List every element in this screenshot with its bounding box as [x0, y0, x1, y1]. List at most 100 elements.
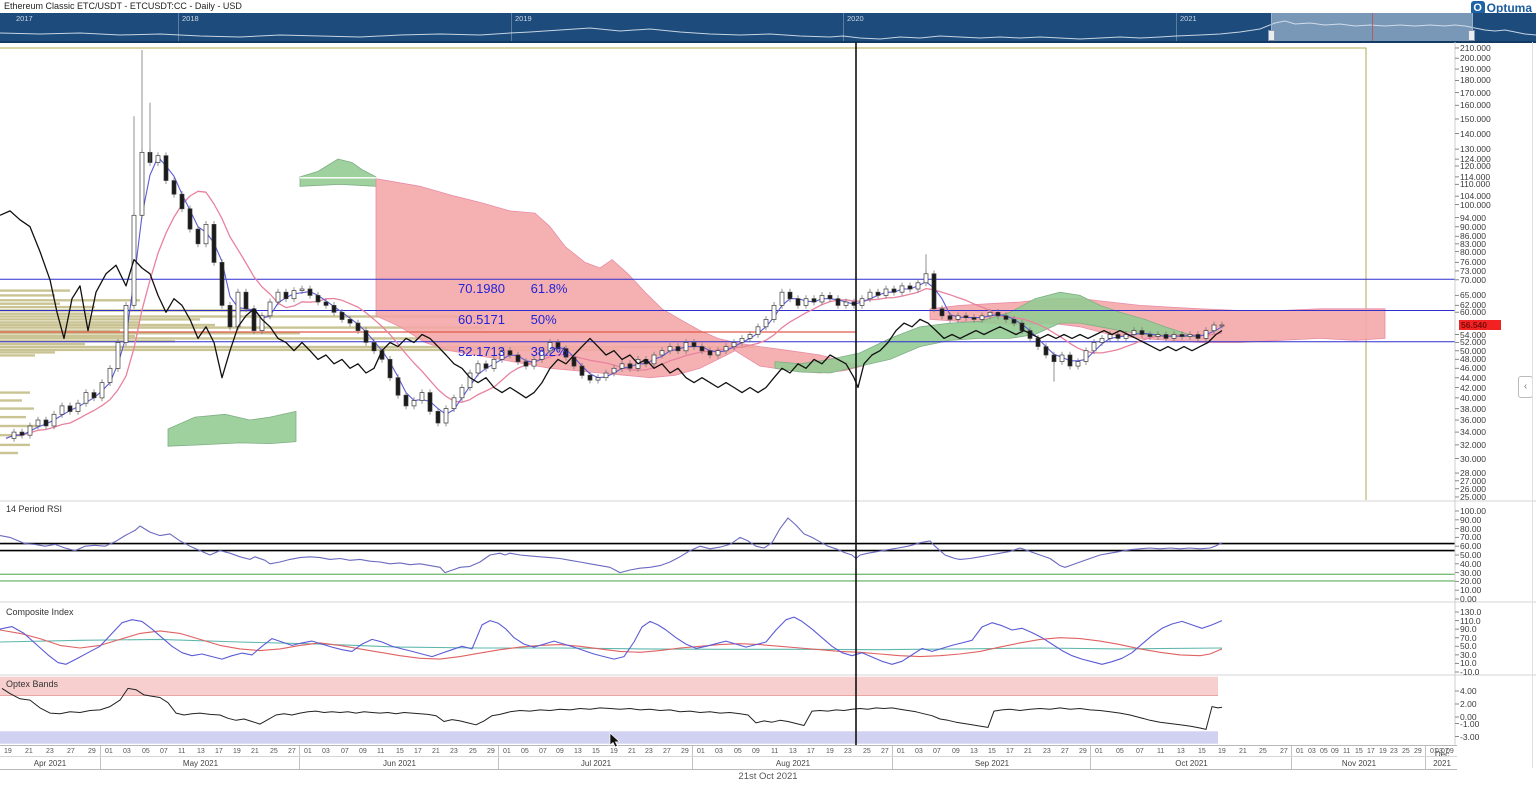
month-cell[interactable]: Oct 2021 01 05 07 11 13 15 19 21 25 27: [1090, 746, 1292, 769]
day-label: 01: [697, 748, 705, 755]
day-label: 21: [25, 748, 33, 755]
price-axis-label: 73.000: [1460, 265, 1486, 276]
chart-title: Ethereum Classic ETC/USDT - ETCUSDT:CC -…: [4, 1, 242, 11]
day-label: 23: [645, 748, 653, 755]
rsi-panel-label: 14 Period RSI: [6, 504, 63, 514]
timeline-navigator[interactable]: 2017 2018 2019 2020 2021: [0, 13, 1536, 43]
price-axis-label: 190.000: [1460, 64, 1491, 75]
day-label: 09: [752, 748, 760, 755]
price-axis-label: 110.000: [1460, 179, 1491, 190]
day-label: 17: [414, 748, 422, 755]
day-label: 13: [789, 748, 797, 755]
navigator-year-label: 2018: [182, 14, 199, 23]
day-label: 13: [1177, 748, 1185, 755]
price-axis-label: 124.000: [1460, 154, 1491, 165]
navigator-handle-right[interactable]: [1468, 30, 1475, 41]
month-cell[interactable]: Apr 2021 19 21 23 27 29: [0, 746, 100, 769]
day-label: 11: [178, 748, 186, 755]
day-label: 21: [628, 748, 636, 755]
day-label: 21: [1024, 748, 1032, 755]
collapse-axis-button[interactable]: ‹: [1518, 376, 1533, 398]
price-axis-label: 40.000: [1460, 392, 1486, 403]
day-label: 07: [341, 748, 349, 755]
rsi-axis-label: 90.00: [1460, 514, 1482, 525]
composite-panel-label: Composite Index: [6, 607, 74, 617]
day-label: 13: [574, 748, 582, 755]
price-axis-label: 80.000: [1460, 246, 1486, 257]
month-cell[interactable]: Nov 2021 01 03 05 09 11 15 17 19 23 25 29: [1291, 746, 1426, 769]
price-axis-label: 52.000: [1460, 337, 1486, 348]
navigator-handle-left[interactable]: [1268, 30, 1275, 41]
month-cell[interactable]: Dec 2021 01 03 07 09: [1425, 746, 1458, 769]
price-axis-label: 150.000: [1460, 113, 1491, 124]
optuma-logo-text: Optuma: [1486, 1, 1532, 15]
composite-axis-label: 90.0: [1460, 624, 1477, 635]
day-label: 27: [288, 748, 296, 755]
day-label: 25: [1402, 748, 1410, 755]
day-label: 01: [1430, 748, 1438, 755]
composite-axis-label: 110.0: [1460, 615, 1481, 626]
day-label: 03: [715, 748, 723, 755]
composite-axis-label: 10.0: [1460, 658, 1477, 669]
navigator-current-marker: [1372, 13, 1373, 41]
price-axis-label: 100.000: [1460, 199, 1491, 210]
optuma-logo: O Optuma: [1470, 1, 1532, 15]
day-label: 29: [1414, 748, 1422, 755]
month-cell[interactable]: Sep 2021 01 03 07 09 13 15 17 21 23 27 29: [892, 746, 1091, 769]
day-label: 25: [863, 748, 871, 755]
composite-axis-label: 70.0: [1460, 632, 1477, 643]
day-label: 09: [952, 748, 960, 755]
navigator-year-divider: [843, 13, 844, 41]
optex-axis-label: -3.00: [1460, 731, 1480, 742]
navigator-year-label: 2021: [1180, 14, 1197, 23]
price-axis-label: 83.000: [1460, 238, 1486, 249]
rsi-axis-label: 80.00: [1460, 523, 1482, 534]
rsi-axis-label: 100.00: [1460, 506, 1486, 516]
day-label: 11: [377, 748, 385, 755]
composite-axis-label: 130.0: [1460, 607, 1482, 617]
fib-level-38-2: 52.1713 38.2%: [458, 344, 568, 359]
day-label: 21: [432, 748, 440, 755]
price-axis-label: 60.000: [1460, 307, 1486, 318]
composite-axis-label: -10.0: [1460, 667, 1480, 677]
rsi-axis-label: 50.00: [1460, 550, 1482, 560]
day-label: 21: [251, 748, 259, 755]
day-label: 27: [881, 748, 889, 755]
month-label: Apr 2021: [33, 759, 67, 768]
price-axis-label: 210.000: [1460, 42, 1491, 53]
day-label: 07: [539, 748, 547, 755]
day-label: 07: [1441, 748, 1449, 755]
price-axis-label: 170.000: [1460, 87, 1491, 98]
day-label: 05: [734, 748, 742, 755]
price-axis-label: 104.000: [1460, 191, 1491, 202]
day-label: 13: [197, 748, 205, 755]
day-label: 07: [160, 748, 168, 755]
optuma-logo-icon: O: [1470, 1, 1485, 15]
day-label: 23: [1043, 748, 1051, 755]
date-axis-separator: [0, 756, 1457, 757]
date-axis[interactable]: Apr 2021 19 21 23 27 29 May 2021 01 03 05 07 11 13 17…: [0, 745, 1457, 770]
day-label: 23: [46, 748, 54, 755]
day-label: 05: [142, 748, 150, 755]
day-label: 27: [67, 748, 75, 755]
month-cell[interactable]: Jun 2021 01 03 07 09 11 15 17 21 23 25 29: [299, 746, 499, 769]
day-label: 09: [359, 748, 367, 755]
composite-axis-label: 30.0: [1460, 649, 1477, 660]
day-label: 03: [123, 748, 131, 755]
title-bar: Ethereum Classic ETC/USDT - ETCUSDT:CC -…: [0, 0, 1536, 15]
month-cell[interactable]: Aug 2021 01 03 05 09 11 13 17 19 23 25 27: [692, 746, 893, 769]
day-label: 29: [487, 748, 495, 755]
navigator-year-label: 2017: [16, 14, 33, 23]
day-label: 09: [556, 748, 564, 755]
month-cell[interactable]: Jul 2021 01 05 07 09 13 15 19 21 23 27 29: [498, 746, 693, 769]
price-axis-label: 28.000: [1460, 468, 1486, 479]
day-label: 01: [1095, 748, 1103, 755]
month-cell[interactable]: May 2021 01 03 05 07 11 13 17 19 21 25 27: [100, 746, 300, 769]
day-label: 23: [450, 748, 458, 755]
price-axis-label: 65.000: [1460, 290, 1486, 301]
day-label: 09: [1446, 748, 1454, 755]
crosshair-date-label: 21st Oct 2021: [738, 771, 798, 782]
day-label: 27: [663, 748, 671, 755]
